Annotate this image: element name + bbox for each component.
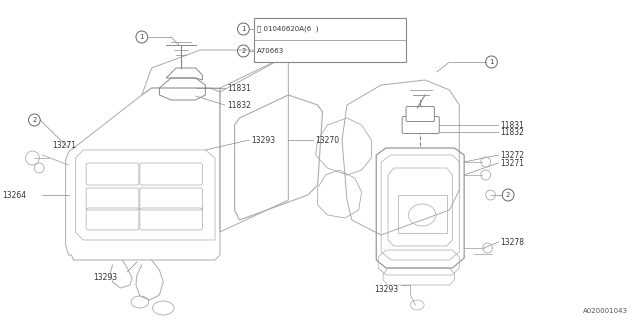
Text: 11832: 11832: [227, 100, 251, 109]
Text: 13271: 13271: [52, 140, 76, 149]
Bar: [397, 195, 447, 233]
Text: 13271: 13271: [500, 158, 524, 167]
Text: Ⓑ 01040620A(6  ): Ⓑ 01040620A(6 ): [257, 26, 319, 32]
Text: A020001043: A020001043: [583, 308, 628, 314]
Text: 13270: 13270: [315, 135, 339, 145]
Text: 13293: 13293: [252, 135, 275, 145]
Text: 13272: 13272: [500, 150, 524, 159]
FancyBboxPatch shape: [402, 116, 439, 133]
Text: 2: 2: [241, 48, 246, 54]
Text: 11832: 11832: [500, 127, 524, 137]
Text: 1: 1: [140, 34, 144, 40]
Text: 2: 2: [506, 192, 510, 198]
Text: 1: 1: [489, 59, 494, 65]
Text: 1: 1: [241, 26, 246, 32]
Text: 2: 2: [32, 117, 36, 123]
Text: 13293: 13293: [93, 274, 117, 283]
Text: 13293: 13293: [374, 285, 399, 294]
Text: 11831: 11831: [500, 121, 524, 130]
Text: 11831: 11831: [227, 84, 251, 92]
Text: A70663: A70663: [257, 48, 284, 54]
Bar: [254, 18, 406, 62]
Text: 13278: 13278: [500, 237, 524, 246]
Text: 13264: 13264: [3, 190, 26, 199]
FancyBboxPatch shape: [406, 107, 435, 122]
